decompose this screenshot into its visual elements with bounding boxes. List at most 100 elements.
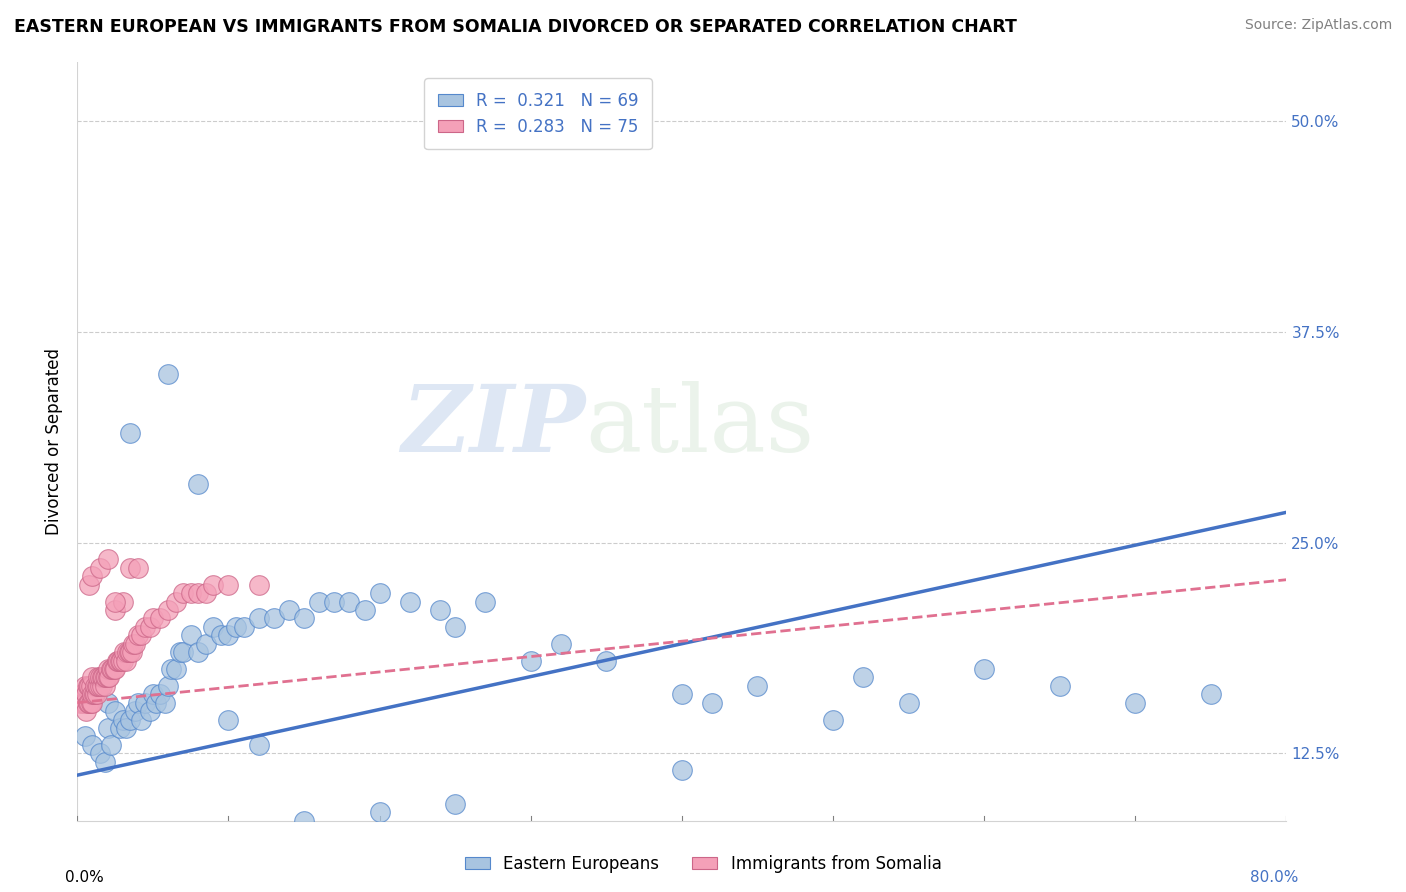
Point (323, 594, 346, 608)
Legend: R =  0.321   N = 69, R =  0.283   N = 75: R = 0.321 N = 69, R = 0.283 N = 75 (425, 78, 652, 149)
Point (111, 654, 134, 668)
Point (165, 662, 187, 676)
Point (96, 721, 118, 735)
Point (353, 603, 375, 617)
Point (292, 814, 315, 828)
Point (82, 687, 104, 701)
Point (134, 696, 156, 710)
Point (120, 426, 142, 441)
Point (225, 620, 247, 634)
Point (145, 696, 167, 710)
Point (79, 679, 101, 693)
Point (149, 611, 172, 625)
Point (120, 561, 142, 575)
Point (91, 670, 114, 684)
Point (105, 654, 128, 668)
Point (172, 586, 194, 600)
Point (104, 662, 127, 676)
Point (139, 620, 162, 634)
Point (115, 645, 138, 659)
Point (157, 367, 180, 381)
Text: ZIP: ZIP (401, 382, 585, 471)
Point (702, 696, 724, 710)
Point (218, 628, 240, 642)
Point (368, 805, 391, 820)
Point (187, 586, 209, 600)
Point (278, 603, 301, 617)
Point (118, 645, 141, 659)
Y-axis label: Divorced or Separated: Divorced or Separated (45, 348, 63, 535)
Point (973, 662, 995, 676)
Point (897, 696, 920, 710)
Point (101, 662, 124, 676)
Point (82, 696, 104, 710)
Point (79, 696, 101, 710)
Point (172, 645, 194, 659)
Point (72, 696, 94, 710)
Point (187, 476, 209, 491)
Point (187, 645, 209, 659)
Point (337, 594, 360, 608)
Point (79, 578, 101, 592)
Point (852, 670, 875, 684)
Legend: Eastern Europeans, Immigrants from Somalia: Eastern Europeans, Immigrants from Somal… (458, 848, 948, 880)
Point (83, 687, 105, 701)
Point (73, 730, 96, 744)
Point (129, 713, 152, 727)
Point (108, 721, 131, 735)
Point (1049, 679, 1071, 693)
Point (232, 620, 254, 634)
Point (121, 645, 143, 659)
Point (399, 594, 422, 608)
Point (247, 578, 270, 592)
Point (595, 654, 617, 668)
Point (89, 670, 111, 684)
Point (107, 654, 129, 668)
Point (96, 670, 118, 684)
Point (110, 654, 132, 668)
Point (77, 679, 100, 693)
Point (142, 611, 165, 625)
Point (87, 679, 110, 693)
Point (209, 628, 232, 642)
Point (98, 670, 121, 684)
Point (89, 561, 111, 575)
Point (671, 763, 693, 777)
Point (103, 662, 125, 676)
Point (93, 670, 115, 684)
Point (120, 713, 142, 727)
Point (82, 569, 104, 583)
Point (194, 637, 217, 651)
Point (157, 679, 180, 693)
Point (368, 586, 391, 600)
Point (157, 603, 180, 617)
Point (80, 679, 103, 693)
Point (112, 645, 135, 659)
Point (292, 611, 315, 625)
Point (73, 679, 96, 693)
Point (142, 687, 165, 701)
Point (93, 755, 115, 769)
Point (82, 738, 104, 752)
Point (75, 704, 97, 718)
Point (84, 679, 107, 693)
Text: Source: ZipAtlas.com: Source: ZipAtlas.com (1244, 18, 1392, 32)
Text: 80.0%: 80.0% (1250, 870, 1299, 885)
Point (129, 628, 152, 642)
Point (127, 696, 149, 710)
Point (86, 687, 108, 701)
Point (94, 670, 117, 684)
Text: 0.0%: 0.0% (65, 870, 104, 885)
Point (114, 654, 136, 668)
Point (114, 721, 136, 735)
Point (520, 654, 543, 668)
Point (120, 645, 142, 659)
Point (180, 628, 202, 642)
Point (127, 561, 149, 575)
Point (124, 637, 146, 651)
Point (1199, 687, 1222, 701)
Point (218, 713, 240, 727)
Point (153, 696, 176, 710)
Point (160, 662, 183, 676)
Point (821, 713, 844, 727)
